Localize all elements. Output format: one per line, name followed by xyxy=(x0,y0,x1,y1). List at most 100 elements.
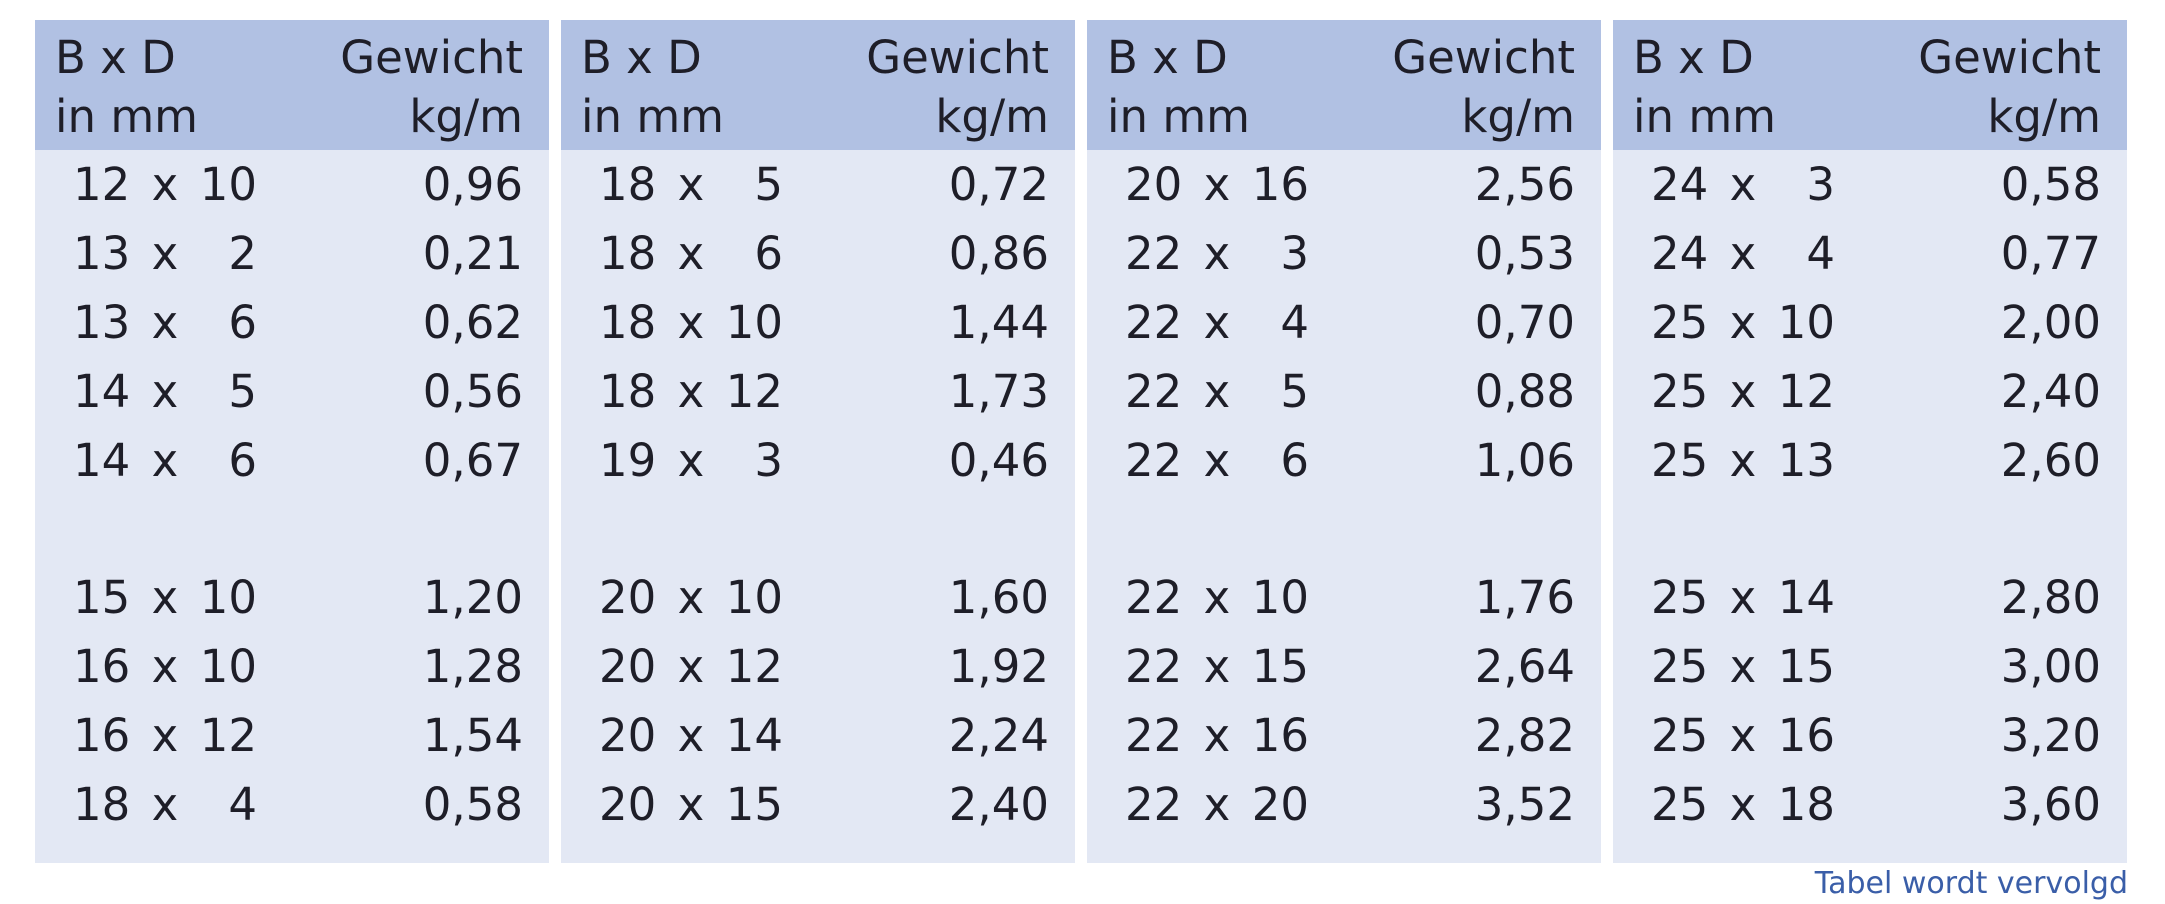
multiply-sign: x xyxy=(1729,227,1757,280)
width-cell: 13 xyxy=(73,227,131,280)
thickness-cell: 14 xyxy=(1777,571,1835,624)
table-row: 22 x 4 0,70 xyxy=(1087,288,1601,357)
thickness-cell: 15 xyxy=(725,778,783,831)
multiply-sign: x xyxy=(151,227,179,280)
table-row: 22 x 10 1,76 xyxy=(1087,563,1601,632)
width-cell: 20 xyxy=(599,640,657,693)
width-cell: 19 xyxy=(599,434,657,487)
column-header: B x D in mm Gewicht kg/m xyxy=(35,20,549,150)
thickness-cell: 6 xyxy=(754,227,783,280)
multiply-sign: x xyxy=(1203,365,1231,418)
width-cell: 22 xyxy=(1125,709,1183,762)
thickness-cell: 6 xyxy=(228,296,257,349)
table-row: 18 x 10 1,44 xyxy=(561,288,1075,357)
dimensions-header-text: B x D xyxy=(1633,31,1754,84)
thickness-cell: 4 xyxy=(228,778,257,831)
table-row: 18 x 12 1,73 xyxy=(561,357,1075,426)
multiply-sign: x xyxy=(1203,778,1231,831)
weight-cell: 0,96 xyxy=(422,158,523,211)
table-row: 22 x 20 3,52 xyxy=(1087,770,1601,839)
thickness-cell: 16 xyxy=(1251,709,1309,762)
thickness-cell: 20 xyxy=(1251,778,1309,831)
weight-cell: 2,80 xyxy=(2000,571,2101,624)
weight-cell: 1,73 xyxy=(948,365,1049,418)
thickness-cell: 12 xyxy=(725,640,783,693)
table-row: 24 x 4 0,77 xyxy=(1613,219,2127,288)
weight-cell: 2,00 xyxy=(2000,296,2101,349)
width-cell: 13 xyxy=(73,296,131,349)
multiply-sign: x xyxy=(677,571,705,624)
multiply-sign: x xyxy=(1203,571,1231,624)
width-cell: 25 xyxy=(1651,365,1709,418)
table-row: 25 x 13 2,60 xyxy=(1613,426,2127,495)
thickness-cell: 12 xyxy=(1777,365,1835,418)
multiply-sign: x xyxy=(1203,434,1231,487)
table-continued-note: Tabel wordt vervolgd xyxy=(1814,866,2128,901)
multiply-sign: x xyxy=(151,709,179,762)
weight-header-text: Gewicht xyxy=(1918,31,2101,84)
width-cell: 15 xyxy=(73,571,131,624)
weight-cell: 0,46 xyxy=(948,434,1049,487)
table-row: 25 x 15 3,00 xyxy=(1613,632,2127,701)
width-cell: 14 xyxy=(73,434,131,487)
table-row: 20 x 10 1,60 xyxy=(561,563,1075,632)
table-row: 25 x 14 2,80 xyxy=(1613,563,2127,632)
multiply-sign: x xyxy=(1729,296,1757,349)
thickness-cell: 16 xyxy=(1251,158,1309,211)
weight-cell: 2,64 xyxy=(1474,640,1575,693)
multiply-sign: x xyxy=(677,227,705,280)
dimensions-header-text: in mm xyxy=(55,90,198,143)
multiply-sign: x xyxy=(1203,640,1231,693)
multiply-sign: x xyxy=(1729,571,1757,624)
width-cell: 22 xyxy=(1125,365,1183,418)
thickness-cell: 5 xyxy=(228,365,257,418)
thickness-cell: 10 xyxy=(725,296,783,349)
multiply-sign: x xyxy=(677,296,705,349)
thickness-cell: 12 xyxy=(725,365,783,418)
dimensions-header-text: in mm xyxy=(1107,90,1250,143)
thickness-cell: 4 xyxy=(1280,296,1309,349)
width-cell: 18 xyxy=(599,296,657,349)
table-row: 22 x 3 0,53 xyxy=(1087,219,1601,288)
width-cell: 12 xyxy=(73,158,131,211)
multiply-sign: x xyxy=(677,365,705,418)
width-cell: 16 xyxy=(73,709,131,762)
multiply-sign: x xyxy=(151,434,179,487)
width-cell: 25 xyxy=(1651,296,1709,349)
width-cell: 22 xyxy=(1125,778,1183,831)
weight-cell: 0,70 xyxy=(1474,296,1575,349)
width-cell: 20 xyxy=(599,778,657,831)
thickness-cell: 10 xyxy=(199,571,257,624)
column-header: B x D in mm Gewicht kg/m xyxy=(1613,20,2127,150)
multiply-sign: x xyxy=(1729,778,1757,831)
weight-cell: 0,62 xyxy=(422,296,523,349)
table-row: 13 x 2 0,21 xyxy=(35,219,549,288)
multiply-sign: x xyxy=(1729,434,1757,487)
width-cell: 22 xyxy=(1125,640,1183,693)
table-row: 18 x 6 0,86 xyxy=(561,219,1075,288)
table-row: 13 x 6 0,62 xyxy=(35,288,549,357)
weight-cell: 1,06 xyxy=(1474,434,1575,487)
width-cell: 25 xyxy=(1651,709,1709,762)
thickness-cell: 15 xyxy=(1777,640,1835,693)
weight-cell: 2,82 xyxy=(1474,709,1575,762)
weight-cell: 1,54 xyxy=(422,709,523,762)
table-row: 12 x 10 0,96 xyxy=(35,150,549,219)
weight-cell: 3,60 xyxy=(2000,778,2101,831)
thickness-cell: 3 xyxy=(1280,227,1309,280)
multiply-sign: x xyxy=(677,640,705,693)
table-row: 14 x 5 0,56 xyxy=(35,357,549,426)
thickness-cell: 14 xyxy=(725,709,783,762)
table-row: 19 x 3 0,46 xyxy=(561,426,1075,495)
width-cell: 22 xyxy=(1125,227,1183,280)
multiply-sign: x xyxy=(1729,709,1757,762)
multiply-sign: x xyxy=(1729,365,1757,418)
table-row: 14 x 6 0,67 xyxy=(35,426,549,495)
weight-header-text: Gewicht xyxy=(340,31,523,84)
weight-header-text: kg/m xyxy=(1987,90,2101,143)
thickness-cell: 16 xyxy=(1777,709,1835,762)
width-cell: 25 xyxy=(1651,640,1709,693)
dimensions-header-text: B x D xyxy=(55,31,176,84)
